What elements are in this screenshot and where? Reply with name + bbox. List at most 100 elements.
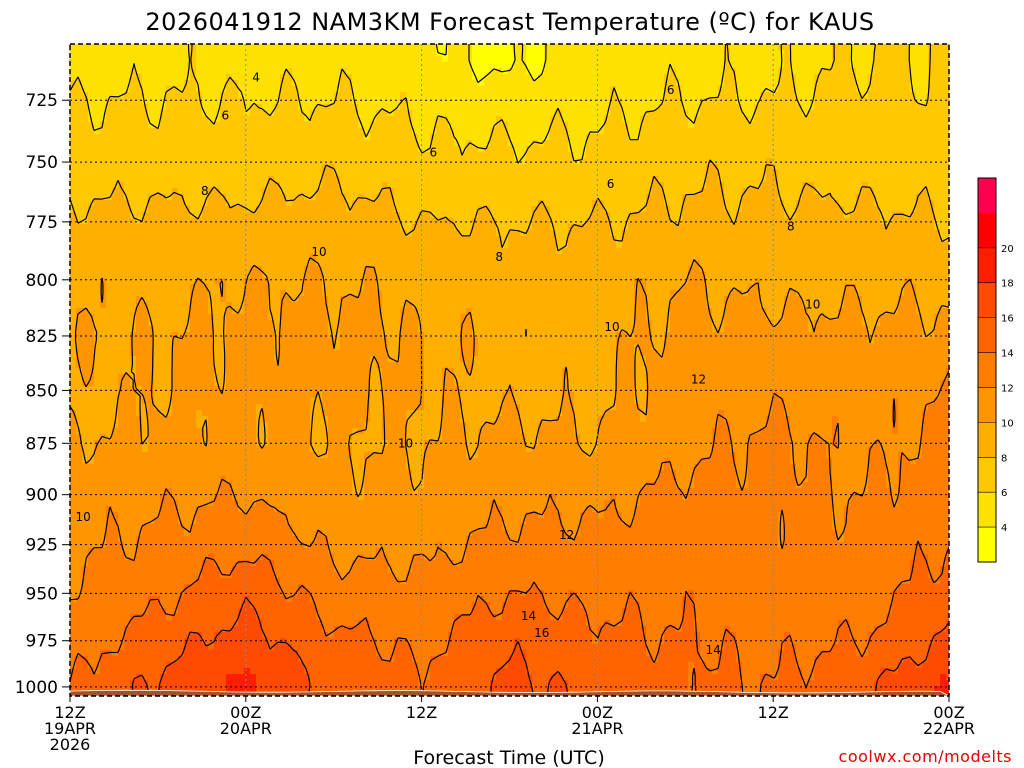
temperature-cell <box>352 92 359 99</box>
temperature-cell <box>136 158 143 165</box>
temperature-cell <box>412 146 419 153</box>
temperature-cell <box>658 92 665 99</box>
temperature-cell <box>874 92 881 99</box>
temperature-cell <box>364 50 371 57</box>
temperature-cell <box>682 206 689 213</box>
temperature-cell <box>448 98 455 105</box>
temperature-cell <box>934 230 941 237</box>
temperature-cell <box>334 134 341 141</box>
temperature-cell <box>598 56 605 63</box>
temperature-cell <box>802 110 809 117</box>
temperature-cell <box>370 134 377 141</box>
temperature-cell <box>430 206 437 213</box>
temperature-cell <box>448 212 455 219</box>
temperature-cell <box>664 170 671 177</box>
temperature-cell <box>112 146 119 153</box>
temperature-cell <box>328 134 335 141</box>
temperature-cell <box>424 134 431 141</box>
temperature-cell <box>88 206 95 213</box>
temperature-cell <box>946 110 949 117</box>
temperature-cell <box>88 194 95 201</box>
temperature-cell <box>718 188 725 195</box>
temperature-cell <box>466 188 473 195</box>
temperature-cell <box>844 128 851 135</box>
temperature-cell <box>928 152 935 159</box>
temperature-cell <box>436 236 443 243</box>
temperature-cell <box>166 122 173 129</box>
temperature-cell <box>802 44 809 51</box>
temperature-cell <box>256 50 263 57</box>
temperature-cell <box>376 206 383 213</box>
temperature-cell <box>862 182 869 189</box>
temperature-cell <box>862 80 869 87</box>
temperature-cell <box>502 146 509 153</box>
temperature-cell <box>598 242 605 249</box>
temperature-cell <box>316 206 323 213</box>
temperature-cell <box>676 242 683 249</box>
temperature-cell <box>640 230 647 237</box>
temperature-cell <box>124 122 131 129</box>
temperature-cell <box>256 62 263 69</box>
temperature-cell <box>514 74 521 81</box>
temperature-cell <box>826 116 833 123</box>
temperature-cell <box>154 56 161 63</box>
temperature-cell <box>430 98 437 105</box>
temperature-cell <box>370 152 377 159</box>
temperature-cell <box>544 236 551 243</box>
temperature-cell <box>556 92 563 99</box>
temperature-cell <box>934 98 941 105</box>
temperature-cell <box>94 176 101 183</box>
temperature-cell <box>328 80 335 87</box>
temperature-cell <box>406 74 413 81</box>
temperature-cell <box>724 116 731 123</box>
temperature-cell <box>826 56 833 63</box>
temperature-cell <box>262 158 269 165</box>
temperature-cell <box>298 128 305 135</box>
temperature-cell <box>550 206 557 213</box>
temperature-cell <box>412 44 419 51</box>
temperature-cell <box>748 44 755 51</box>
temperature-cell <box>940 194 947 201</box>
temperature-cell <box>184 236 191 243</box>
temperature-cell <box>382 110 389 117</box>
temperature-cell <box>754 50 761 57</box>
temperature-cell <box>316 68 323 75</box>
temperature-cell <box>562 68 569 75</box>
temperature-cell <box>748 110 755 117</box>
temperature-cell <box>880 158 887 165</box>
temperature-cell <box>520 170 527 177</box>
temperature-cell <box>856 140 863 147</box>
temperature-cell <box>628 86 635 93</box>
temperature-cell <box>862 86 869 93</box>
temperature-cell <box>268 170 275 177</box>
temperature-cell <box>166 224 173 231</box>
temperature-cell <box>904 74 911 81</box>
temperature-cell <box>388 242 395 249</box>
temperature-cell <box>730 92 737 99</box>
temperature-cell <box>838 134 845 141</box>
temperature-cell <box>292 50 299 57</box>
temperature-cell <box>238 50 245 57</box>
temperature-cell <box>472 50 479 57</box>
temperature-cell <box>394 200 401 207</box>
temperature-cell <box>550 62 557 69</box>
temperature-cell <box>868 200 875 207</box>
temperature-cell <box>940 74 947 81</box>
temperature-cell <box>580 74 587 81</box>
temperature-cell <box>514 230 521 237</box>
temperature-cell <box>712 122 719 129</box>
temperature-cell <box>904 50 911 57</box>
temperature-cell <box>274 170 281 177</box>
temperature-cell <box>262 182 269 189</box>
temperature-cell <box>736 134 743 141</box>
temperature-cell <box>292 242 299 249</box>
temperature-cell <box>838 158 845 165</box>
temperature-cell <box>358 116 365 123</box>
temperature-cell <box>682 230 689 237</box>
temperature-cell <box>256 230 263 237</box>
temperature-cell <box>442 98 449 105</box>
temperature-cell <box>478 104 485 111</box>
temperature-cell <box>148 224 155 231</box>
temperature-cell <box>472 206 479 213</box>
temperature-cell <box>556 146 563 153</box>
